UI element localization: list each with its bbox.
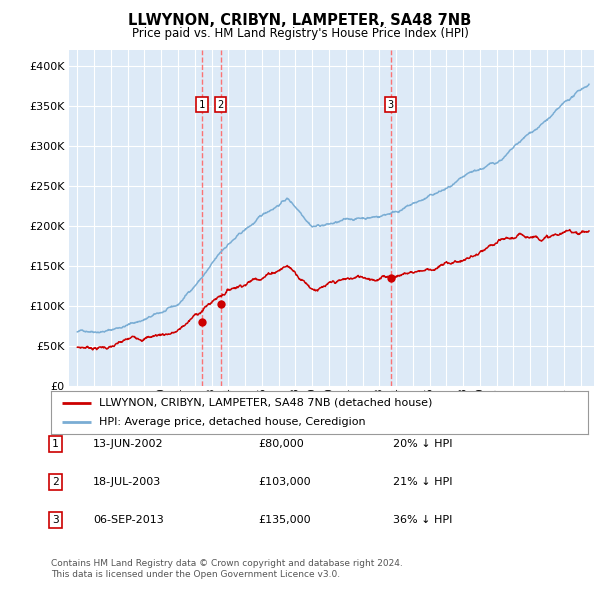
Text: HPI: Average price, detached house, Ceredigion: HPI: Average price, detached house, Cere… bbox=[100, 417, 366, 427]
Text: 36% ↓ HPI: 36% ↓ HPI bbox=[393, 516, 452, 525]
Text: 13-JUN-2002: 13-JUN-2002 bbox=[93, 439, 164, 448]
Text: 1: 1 bbox=[199, 100, 205, 110]
Text: 1: 1 bbox=[52, 439, 59, 448]
Text: £103,000: £103,000 bbox=[258, 477, 311, 487]
Text: Price paid vs. HM Land Registry's House Price Index (HPI): Price paid vs. HM Land Registry's House … bbox=[131, 27, 469, 40]
Text: This data is licensed under the Open Government Licence v3.0.: This data is licensed under the Open Gov… bbox=[51, 571, 340, 579]
Text: 3: 3 bbox=[52, 516, 59, 525]
Text: LLWYNON, CRIBYN, LAMPETER, SA48 7NB (detached house): LLWYNON, CRIBYN, LAMPETER, SA48 7NB (det… bbox=[100, 398, 433, 408]
Text: 18-JUL-2003: 18-JUL-2003 bbox=[93, 477, 161, 487]
Text: 2: 2 bbox=[52, 477, 59, 487]
Text: £80,000: £80,000 bbox=[258, 439, 304, 448]
Text: Contains HM Land Registry data © Crown copyright and database right 2024.: Contains HM Land Registry data © Crown c… bbox=[51, 559, 403, 568]
Text: 20% ↓ HPI: 20% ↓ HPI bbox=[393, 439, 452, 448]
Text: 21% ↓ HPI: 21% ↓ HPI bbox=[393, 477, 452, 487]
Text: 06-SEP-2013: 06-SEP-2013 bbox=[93, 516, 164, 525]
Text: 2: 2 bbox=[218, 100, 224, 110]
Text: LLWYNON, CRIBYN, LAMPETER, SA48 7NB: LLWYNON, CRIBYN, LAMPETER, SA48 7NB bbox=[128, 13, 472, 28]
Text: £135,000: £135,000 bbox=[258, 516, 311, 525]
Text: 3: 3 bbox=[388, 100, 394, 110]
